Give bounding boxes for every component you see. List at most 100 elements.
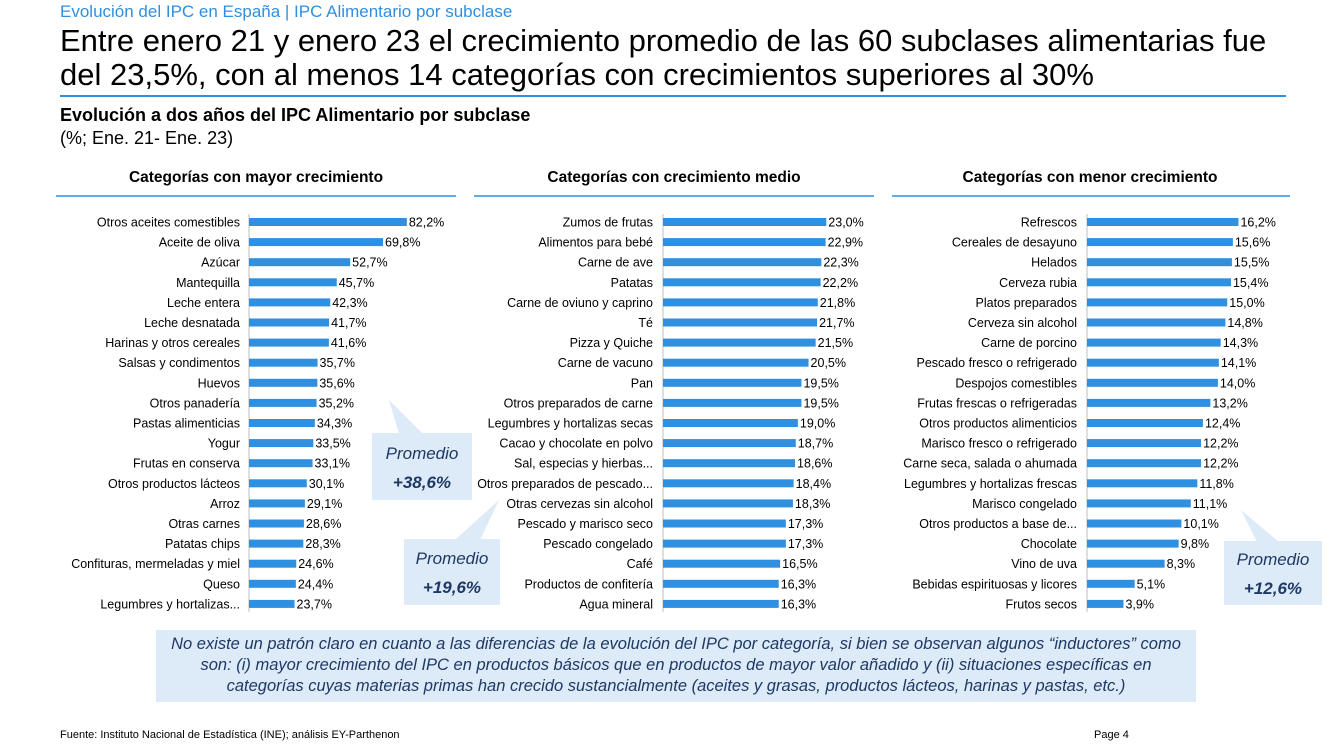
- category-label: Agua mineral: [579, 597, 653, 611]
- category-label: Pastas alimenticias: [133, 417, 240, 431]
- data-label: 82,2%: [409, 216, 444, 230]
- bar: [249, 358, 318, 367]
- data-label: 18,3%: [795, 497, 830, 511]
- data-label: 18,4%: [796, 477, 831, 491]
- data-label: 5,1%: [1137, 577, 1166, 591]
- bar: [1087, 479, 1198, 488]
- data-label: 45,7%: [339, 276, 374, 290]
- category-label: Azúcar: [201, 256, 240, 270]
- bar: [663, 479, 794, 488]
- bar: [663, 599, 779, 608]
- category-label: Cerveza sin alcohol: [968, 316, 1077, 330]
- category-label: Harinas y otros cereales: [105, 336, 240, 350]
- category-label: Sal, especias y hierbas...: [514, 457, 653, 471]
- category-label: Legumbres y hortalizas frescas: [904, 477, 1077, 491]
- data-label: 15,6%: [1235, 236, 1270, 250]
- category-label: Pescado congelado: [543, 537, 653, 551]
- average-value: +38,6%: [392, 473, 452, 492]
- data-label: 22,2%: [823, 276, 858, 290]
- bar: [249, 378, 318, 387]
- data-label: 22,9%: [828, 236, 863, 250]
- chart-title: Categorías con mayor crecimiento: [129, 169, 383, 186]
- category-label: Otros preparados de pescado...: [477, 477, 653, 491]
- category-label: Alimentos para bebé: [538, 236, 653, 250]
- bar: [663, 258, 822, 267]
- category-label: Productos de confitería: [524, 577, 653, 591]
- category-label: Confituras, mermeladas y miel: [71, 557, 240, 571]
- category-label: Mantequilla: [176, 276, 240, 290]
- average-label: Promedio: [1236, 550, 1310, 569]
- data-label: 15,0%: [1229, 296, 1264, 310]
- bar: [663, 318, 818, 327]
- category-label: Queso: [203, 577, 240, 591]
- category-label: Cereales de desayuno: [952, 236, 1077, 250]
- bar: [1087, 398, 1211, 407]
- data-label: 15,4%: [1233, 276, 1268, 290]
- bar: [663, 439, 796, 448]
- bar: [249, 298, 331, 307]
- data-label: 28,6%: [306, 517, 341, 531]
- data-label: 11,1%: [1193, 497, 1228, 511]
- data-label: 19,5%: [803, 396, 838, 410]
- data-label: 10,1%: [1183, 517, 1218, 531]
- bar: [663, 358, 809, 367]
- category-label: Otros aceites comestibles: [97, 216, 240, 230]
- bar: [1087, 238, 1233, 247]
- bar: [663, 338, 816, 347]
- chart-units: (%; Ene. 21- Ene. 23): [60, 128, 234, 148]
- data-label: 35,6%: [319, 376, 354, 390]
- bar: [1087, 218, 1239, 226]
- bar: [663, 378, 802, 387]
- data-label: 19,0%: [800, 417, 835, 431]
- bar: [249, 519, 304, 528]
- bar: [1087, 539, 1179, 548]
- data-label: 12,2%: [1203, 437, 1238, 451]
- chart-high-growth: Categorías con mayor crecimiento Otros ac…: [56, 169, 456, 612]
- data-label: 33,5%: [315, 437, 350, 451]
- data-label: 16,3%: [781, 577, 816, 591]
- category-label: Platos preparados: [976, 296, 1077, 310]
- data-label: 11,8%: [1199, 477, 1234, 491]
- data-label: 17,3%: [788, 517, 823, 531]
- data-label: 9,8%: [1181, 537, 1210, 551]
- data-label: 18,7%: [798, 437, 833, 451]
- data-label: 12,2%: [1203, 457, 1238, 471]
- bar: [249, 499, 305, 508]
- data-label: 28,3%: [305, 537, 340, 551]
- category-label: Carne de porcino: [981, 336, 1077, 350]
- category-label: Carne de ave: [578, 256, 653, 270]
- category-label: Otros preparados de carne: [504, 396, 653, 410]
- bar: [663, 579, 779, 588]
- category-label: Leche entera: [167, 296, 240, 310]
- data-label: 34,3%: [317, 417, 352, 431]
- title-divider: [60, 95, 1286, 97]
- bar: [1087, 599, 1124, 608]
- bar: [663, 459, 796, 468]
- bar: [1087, 519, 1182, 528]
- data-label: 20,5%: [811, 356, 846, 370]
- data-label: 16,5%: [782, 557, 817, 571]
- category-label: Pan: [631, 376, 653, 390]
- average-label: Promedio: [385, 444, 459, 463]
- data-label: 24,6%: [298, 557, 333, 571]
- data-label: 14,0%: [1220, 376, 1255, 390]
- data-label: 35,7%: [320, 356, 355, 370]
- bar: [1087, 579, 1135, 588]
- data-label: 33,1%: [315, 457, 350, 471]
- data-label: 21,5%: [818, 336, 853, 350]
- supertitle: Evolución del IPC en España | IPC Alimen…: [60, 2, 513, 21]
- data-label: 23,0%: [828, 216, 863, 230]
- category-label: Otros productos alimenticios: [919, 417, 1077, 431]
- category-label: Salsas y condimentos: [118, 356, 240, 370]
- callout-tail-low: [1241, 510, 1279, 542]
- bar: [249, 539, 304, 548]
- category-label: Pizza y Quiche: [570, 336, 653, 350]
- category-label: Té: [638, 316, 653, 330]
- bar: [249, 579, 296, 588]
- category-label: Carne de vacuno: [558, 356, 653, 370]
- bar: [249, 238, 384, 247]
- data-label: 8,3%: [1167, 557, 1196, 571]
- data-label: 42,3%: [332, 296, 367, 310]
- page-title: Entre enero 21 y enero 23 el crecimiento…: [60, 23, 1267, 92]
